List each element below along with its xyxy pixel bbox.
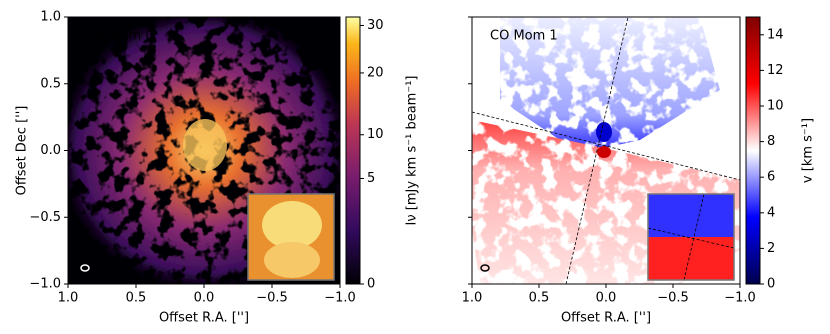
inset-blue [648, 194, 734, 237]
major-axis [472, 111, 740, 181]
x-tick-label: 1.0 [58, 291, 79, 306]
colorbar-tick-label: 14 [767, 27, 784, 42]
x-tick-label: 0.5 [126, 291, 147, 306]
colorbar-tick-label: 12 [767, 63, 784, 78]
colorbar-tick-label: 2 [767, 241, 775, 256]
x-tick-label: 1.0 [462, 291, 483, 306]
y-axis-label: Offset Dec [''] [15, 106, 30, 196]
colorbar-tick-label: 0 [367, 277, 375, 292]
y-tick-label: −1.0 [29, 277, 61, 292]
colorbar-label: Iν [mJy km s⁻¹ beam⁻¹] [405, 76, 420, 226]
blueshifted [500, 17, 720, 148]
y-tick-label: 0.5 [40, 76, 61, 91]
x-tick-label: 0.0 [596, 291, 617, 306]
y-tick-label: −0.5 [29, 210, 61, 225]
colorbar [745, 16, 761, 285]
inset-frame [647, 193, 735, 281]
colorbar-tick-label: 8 [767, 134, 775, 149]
inset-core [264, 242, 320, 278]
y-tick-label: 1.0 [40, 10, 61, 25]
image [68, 17, 340, 284]
x-axis-label: Offset R.A. [''] [561, 311, 651, 326]
colorbar-tick-label: 4 [767, 205, 775, 220]
image [472, 17, 740, 284]
x-tick-label: −0.5 [256, 291, 288, 306]
x-axis-label: Offset R.A. [''] [159, 311, 249, 326]
y-tick-label: 0.0 [40, 143, 61, 158]
beam [80, 264, 90, 272]
colorbar [345, 16, 361, 285]
x-tick-label: −0.5 [657, 291, 689, 306]
colorbar-tick-label: 10 [767, 99, 784, 114]
colorbar-tick-label: 20 [367, 65, 384, 80]
x-tick-label: −1.0 [724, 291, 756, 306]
blue-core [596, 122, 612, 142]
inset-red [648, 237, 734, 280]
colorbar-label: v [km s⁻¹] [801, 118, 816, 183]
x-tick-label: 0.5 [529, 291, 550, 306]
x-tick-label: 0.0 [194, 291, 215, 306]
panel-title: CO Mom 0 [86, 29, 154, 44]
inset-core [262, 201, 322, 249]
core [183, 119, 227, 171]
minor-axis [565, 17, 629, 284]
colorbar-tick-label: 5 [367, 171, 375, 186]
red-core [597, 146, 611, 158]
x-tick-label: −1.0 [324, 291, 356, 306]
beam [480, 264, 490, 272]
colorbar-tick-label: 6 [767, 170, 775, 185]
colorbar-tick-label: 0 [767, 277, 775, 292]
colorbar-tick-label: 30 [367, 18, 384, 33]
colorbar-tick-label: 10 [367, 127, 384, 142]
panel-title: CO Mom 1 [490, 29, 558, 44]
